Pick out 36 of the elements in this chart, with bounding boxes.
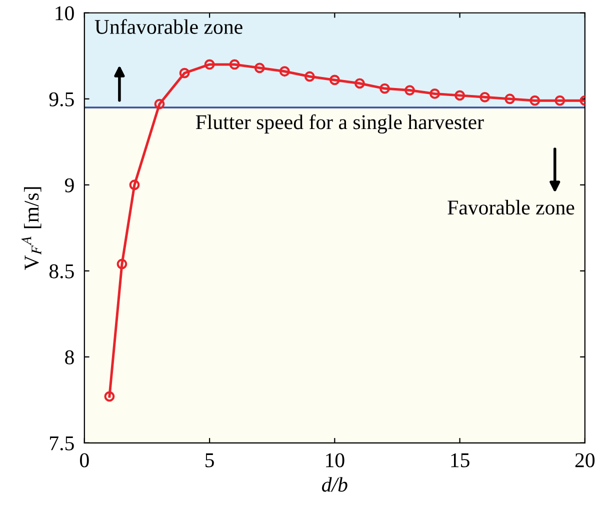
y-tick-label: 8.5 (49, 264, 74, 278)
y-tick-label: 9 (64, 178, 74, 192)
point (404, 85, 415, 96)
band-label: Unfavorable zone (94, 19, 242, 34)
x-tick-label: 15 (451, 453, 470, 468)
x-tick-label: 10 (326, 453, 344, 468)
point (116, 258, 128, 270)
point (380, 83, 390, 94)
ref-line-label: Flutter speed for a single harvester (196, 114, 484, 134)
y-tick-label: 10 (56, 6, 74, 20)
point (279, 66, 290, 77)
x-axis-title: d/b (322, 477, 348, 492)
point (480, 92, 490, 102)
y-axis-title: V$_{F}$$^{A}$ [m/s] (21, 187, 42, 270)
x-tick-label: 0 (80, 453, 89, 468)
x-tick-label: 20 (575, 453, 595, 468)
point (504, 94, 516, 104)
point (554, 95, 566, 106)
x-tick-label: 5 (206, 453, 214, 468)
point (354, 78, 365, 89)
band-label: Favorable zone (448, 200, 574, 215)
y-tick-label: 9.5 (49, 92, 74, 106)
point (329, 74, 340, 86)
point (254, 62, 265, 74)
point (129, 180, 140, 190)
y-tick-label: 7.5 (50, 436, 74, 450)
point (430, 88, 440, 99)
point (204, 59, 215, 70)
point (229, 59, 240, 70)
point (154, 98, 165, 110)
point (179, 68, 190, 78)
point (304, 71, 315, 82)
point (454, 90, 465, 101)
point (104, 391, 115, 402)
point (530, 95, 540, 106)
y-tick-label: 8 (65, 350, 74, 364)
